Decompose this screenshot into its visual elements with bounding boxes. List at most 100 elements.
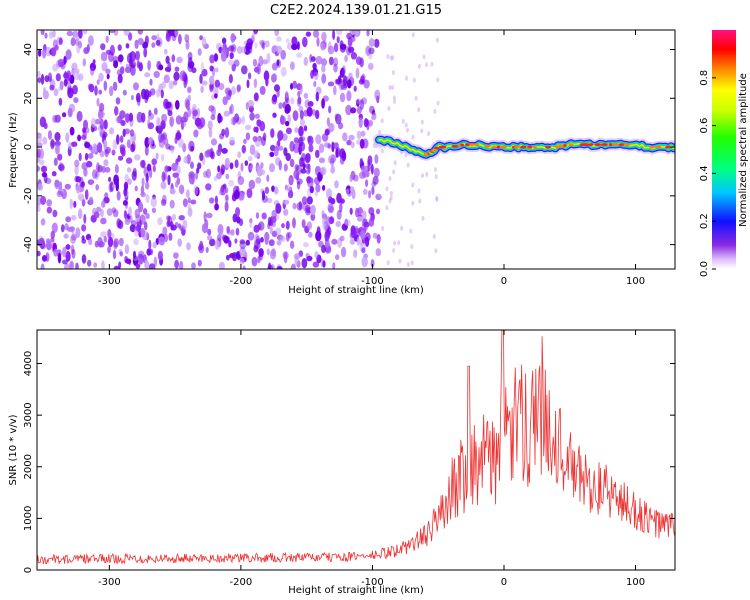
- spectrogram-noise-cell: [63, 233, 69, 239]
- spectrogram-noise-cell: [208, 127, 213, 138]
- spectrogram-noise-cell: [316, 37, 320, 47]
- spectrogram-noise-cell: [376, 95, 380, 104]
- signal-hotspot: [588, 143, 593, 147]
- spectrogram-noise-cell: [229, 52, 234, 60]
- spectrogram-noise-cell: [115, 116, 121, 124]
- spectrogram-noise-cell: [65, 49, 72, 60]
- x-tick-label: 0: [501, 276, 507, 287]
- spectrogram-noise-cell: [168, 232, 173, 241]
- spectrogram-noise-cell: [368, 207, 375, 215]
- spectrogram-noise-cell: [233, 189, 240, 200]
- spectrogram-noise-cell: [346, 139, 352, 146]
- spectrogram-noise-cell: [297, 90, 301, 98]
- spectrogram-noise-cell: [187, 51, 193, 61]
- spectrogram-noise-cell: [294, 164, 299, 171]
- spectrogram-noise-cell: [145, 181, 150, 190]
- spectrogram-noise-cell: [123, 30, 130, 36]
- signal-hotspot: [514, 145, 520, 149]
- spectrogram-noise-cell: [46, 238, 51, 245]
- spectrogram-noise-cell: [276, 240, 282, 246]
- spectrogram-noise-cell: [96, 97, 100, 107]
- spectrogram-noise-cell: [86, 44, 90, 53]
- spectrogram-noise-cell: [122, 200, 128, 206]
- signal-hotspot: [649, 145, 655, 149]
- spectrogram-noise-cell: [169, 116, 175, 127]
- spectrogram-noise-cell: [283, 199, 290, 205]
- spectrogram-noise-cell: [231, 63, 236, 72]
- spectrogram-noise-cell: [241, 144, 246, 154]
- spectrogram-noise-cell: [271, 222, 276, 228]
- spectrogram-noise-cell: [228, 59, 235, 66]
- spectrogram-noise-cell: [147, 60, 151, 71]
- spectrogram-noise-cell: [57, 164, 65, 171]
- spectrogram-noise-cell: [214, 79, 220, 88]
- spectrogram-noise-cell: [112, 249, 117, 260]
- spectrogram-noise-cell: [163, 74, 170, 84]
- x-tick-label: -300: [98, 276, 121, 287]
- spectrogram-noise-cell: [276, 88, 280, 98]
- spectrogram-noise-cell: [58, 37, 63, 45]
- spectrogram-noise-cell: [192, 103, 197, 111]
- spectrogram-noise-cell: [356, 216, 363, 222]
- spectrogram-noise-cell: [313, 80, 317, 87]
- signal-hotspot: [545, 145, 552, 149]
- spectrogram-noise-cell: [200, 85, 204, 94]
- spectrogram-noise-cell: [315, 134, 322, 145]
- spectrogram-noise-cell: [276, 59, 280, 67]
- spectrogram-noise-cell: [124, 66, 132, 74]
- spectrogram-noise-cell: [291, 36, 298, 46]
- spectrogram-noise-cell: [68, 141, 72, 150]
- spectrogram-noise-cell: [137, 250, 145, 259]
- x-tick-label: 100: [626, 276, 645, 287]
- colorbar-tick-label: 0.4: [699, 165, 710, 181]
- spectrogram-noise-cell: [103, 139, 108, 150]
- spectrogram-noise-cell: [182, 219, 188, 230]
- spectrogram-noise-cell: [353, 85, 357, 92]
- spectrogram-noise-cell: [368, 62, 374, 70]
- spectrogram-noise-cell: [139, 214, 146, 225]
- spectrogram-noise-cell: [425, 171, 429, 177]
- spectrogram-noise-cell: [217, 224, 224, 235]
- spectrogram-noise-cell: [246, 188, 253, 199]
- spectrogram-noise-cell: [433, 109, 437, 114]
- spectrogram-noise-cell: [41, 255, 48, 262]
- spectrogram-noise-cell: [37, 77, 42, 84]
- spectrogram-noise-cell: [173, 79, 178, 86]
- spectrogram-noise-cell: [111, 207, 117, 214]
- spectrogram-noise-cell: [369, 105, 375, 115]
- spectrogram-noise-cell: [269, 249, 277, 260]
- spectrogram-noise-cell: [287, 42, 293, 50]
- spectrogram-noise-cell: [347, 79, 352, 89]
- spectrogram-noise-cell: [51, 47, 57, 57]
- spectrogram-noise-cell: [268, 219, 272, 227]
- spectrogram-noise-cell: [235, 227, 240, 236]
- spectrogram-noise-cell: [368, 190, 372, 199]
- spectrogram-noise-cell: [122, 128, 126, 138]
- spectrogram-noise-cell: [190, 161, 194, 169]
- spectrogram-noise-cell: [201, 68, 208, 77]
- spectrogram-noise-cell: [57, 58, 65, 68]
- spectrogram-noise-cell: [142, 41, 149, 49]
- spectrogram-noise-cell: [109, 127, 115, 135]
- spectrogram-noise-cell: [268, 262, 272, 269]
- y-tick-label: 40: [23, 43, 34, 56]
- spectrogram-noise-cell: [411, 200, 415, 206]
- spectrogram-noise-cell: [192, 109, 198, 117]
- spectrogram-noise-cell: [217, 165, 221, 173]
- signal-hotspot: [496, 145, 501, 149]
- spectrogram-noise-cell: [126, 52, 133, 64]
- spectrogram-noise-cell: [89, 67, 95, 76]
- signal-hotspot: [527, 145, 532, 149]
- spectrogram-noise-cell: [405, 75, 408, 81]
- spectrogram-noise-cell: [307, 177, 314, 188]
- spectrogram-noise-cell: [157, 250, 163, 261]
- spectrogram-noise-cell: [397, 240, 401, 246]
- spectrogram-noise-cell: [101, 200, 106, 208]
- signal-hotspot: [460, 143, 465, 147]
- spectrogram-noise-cell: [347, 46, 355, 53]
- x-tick-label: 0: [501, 577, 507, 588]
- spectrogram-noise-cell: [57, 187, 64, 195]
- spectrogram-noise-cell: [92, 169, 98, 179]
- spectrogram-noise-cell: [175, 115, 183, 125]
